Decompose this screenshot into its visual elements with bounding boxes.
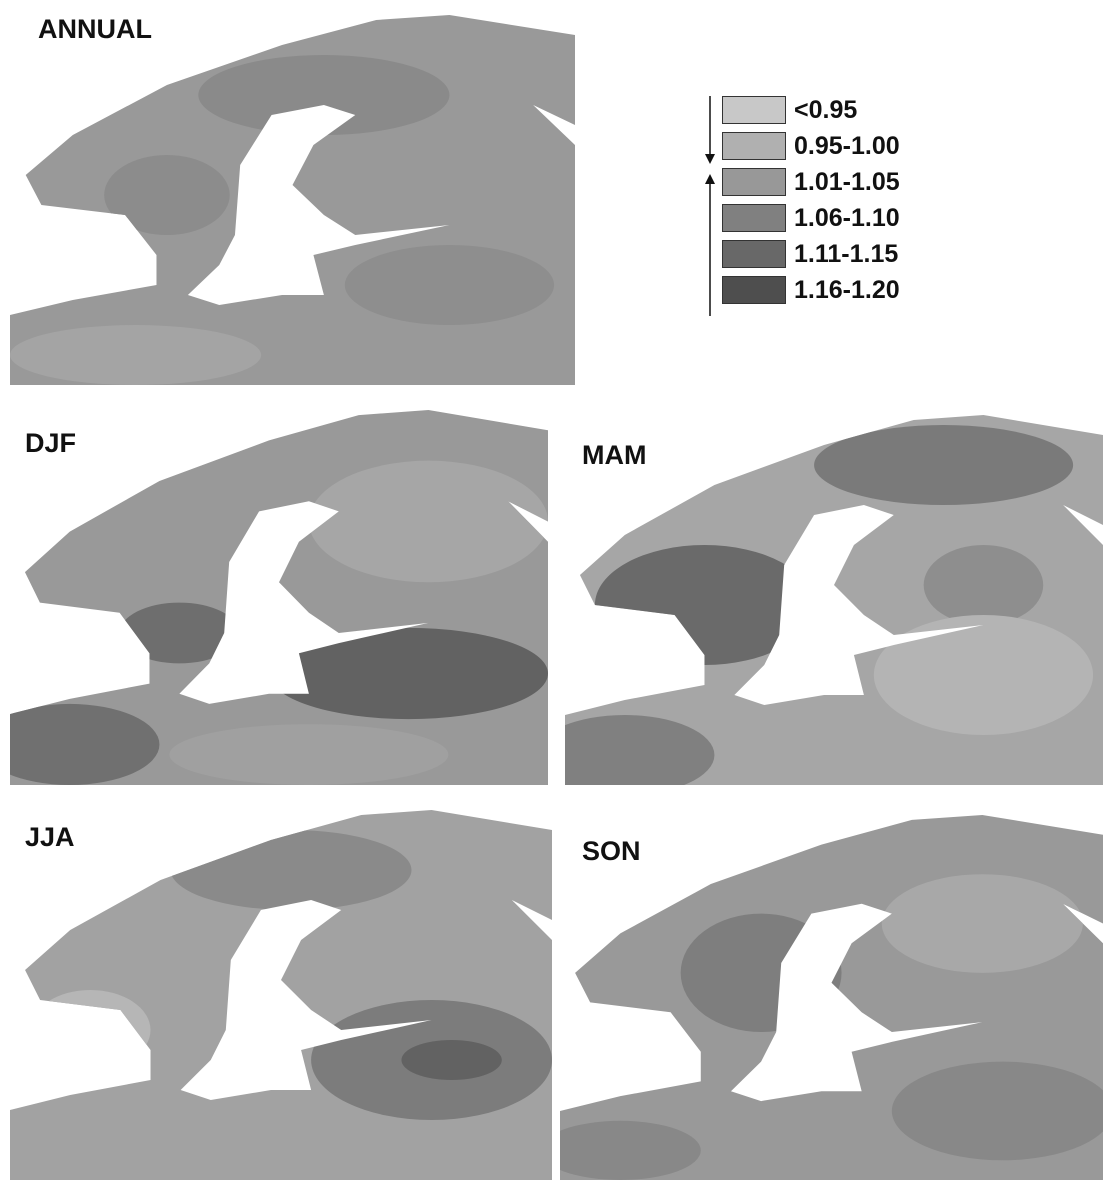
map-djf	[10, 410, 548, 785]
legend-item: 1.16-1.20	[722, 272, 900, 308]
figure: ANNUAL DJF MAM JJA SON <0.95 0.95-1.00 1.0…	[0, 0, 1103, 1185]
legend-swatch	[722, 276, 786, 304]
legend-label: 1.01-1.05	[794, 168, 900, 197]
map-annual	[10, 15, 575, 385]
legend-swatch	[722, 96, 786, 124]
legend-label: 1.06-1.10	[794, 204, 900, 233]
legend-swatch	[722, 204, 786, 232]
legend-label: <0.95	[794, 96, 857, 125]
legend-item: 1.01-1.05	[722, 164, 900, 200]
panel-title: SON	[582, 836, 641, 867]
map-jja	[10, 810, 552, 1180]
legend-arrows	[700, 92, 720, 322]
legend-item: 0.95-1.00	[722, 128, 900, 164]
legend-swatch	[722, 132, 786, 160]
legend-item: 1.11-1.15	[722, 236, 898, 272]
legend-item: <0.95	[722, 92, 857, 128]
legend-swatch	[722, 168, 786, 196]
legend-label: 1.11-1.15	[794, 240, 898, 269]
panel-title: DJF	[25, 428, 76, 459]
map-son	[560, 815, 1103, 1180]
legend-label: 0.95-1.00	[794, 132, 900, 161]
legend-item: 1.06-1.10	[722, 200, 900, 236]
legend: <0.95 0.95-1.00 1.01-1.05 1.06-1.10 1.11-1.1…	[700, 92, 940, 322]
panel-title: JJA	[25, 822, 75, 853]
legend-swatch	[722, 240, 786, 268]
legend-label: 1.16-1.20	[794, 276, 900, 305]
panel-title: ANNUAL	[38, 14, 152, 45]
panel-title: MAM	[582, 440, 646, 471]
